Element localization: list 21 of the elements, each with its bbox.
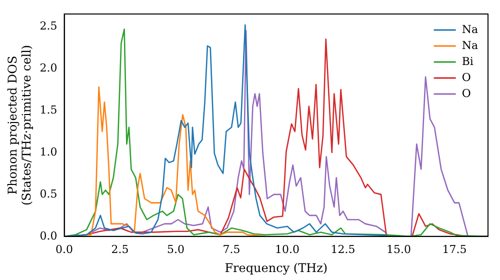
y-tick-label: 2.5 <box>40 19 58 32</box>
x-tick-label: 5.0 <box>167 242 185 256</box>
legend-label: Bi <box>462 54 474 68</box>
legend-label: O <box>462 86 471 100</box>
y-tick-label: 1.5 <box>40 103 58 116</box>
y-tick-label: 1.0 <box>40 145 58 158</box>
legend-label: Na <box>462 38 478 52</box>
x-tick-label: 0.0 <box>56 242 74 256</box>
x-tick-label: 12.5 <box>330 242 356 256</box>
legend-label: Na <box>462 22 478 36</box>
y-tick-label: 0.0 <box>40 229 58 242</box>
x-axis-title: Frequency (THz) <box>224 260 328 275</box>
x-tick-label: 7.5 <box>222 242 240 256</box>
y-tick-label: 0.5 <box>40 187 58 200</box>
legend-label: O <box>462 70 471 84</box>
x-tick-label: 2.5 <box>111 242 129 256</box>
y-axis-title: Phonon projected DOS (States/THz·primitive cell) <box>5 44 34 206</box>
x-tick-label: 10.0 <box>275 242 300 256</box>
x-tick-label: 15.0 <box>386 242 412 256</box>
y-tick-label: 2.0 <box>40 61 58 74</box>
x-tick-label: 17.5 <box>442 242 467 256</box>
